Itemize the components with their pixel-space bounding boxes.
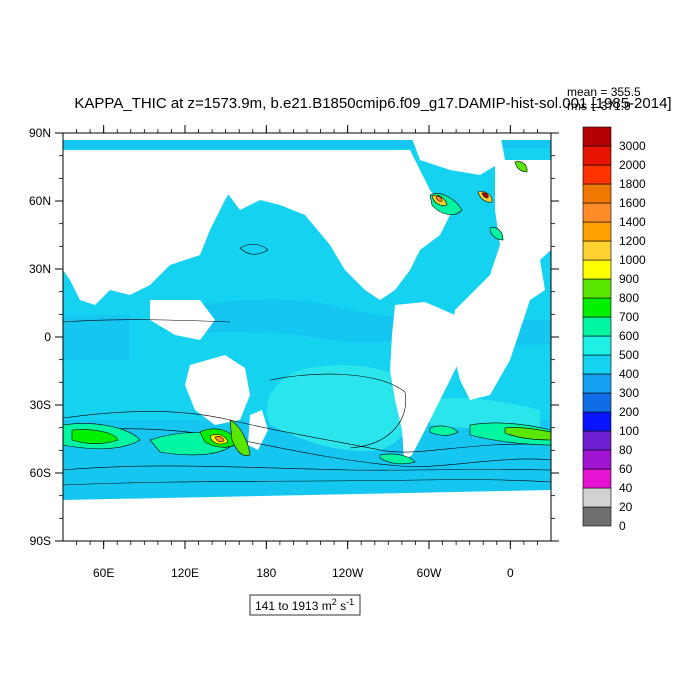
- contour-lines: [63, 244, 551, 486]
- colorbar-label: 900: [619, 272, 639, 286]
- colorbar-label: 200: [619, 405, 639, 419]
- map-panel: [63, 133, 551, 541]
- lat-tick-label: 30S: [30, 398, 51, 412]
- colorbar-swatch: [582, 126, 612, 147]
- land-south-america: [390, 302, 470, 460]
- colorbar-label: 1000: [619, 253, 646, 267]
- colorbar-label: 100: [619, 424, 639, 438]
- colorbar-label: 300: [619, 386, 639, 400]
- land-maritime: [150, 300, 215, 340]
- colorbar-swatch: [582, 506, 612, 527]
- north-atlantic-high: [429, 161, 528, 241]
- axis-ticks: 90N 60N 30N 0 30S 60S 90S 60E 120E 180 120W 60W 0: [29, 125, 559, 580]
- colorbar-swatch: [582, 316, 612, 337]
- colorbar: 0 20 40 60 80 100 200 300 400 500 600 700 800 900 1000…: [582, 126, 646, 533]
- colorbar-label: 0: [619, 519, 626, 533]
- level-400-region: [266, 365, 414, 451]
- range-sup1: 2: [332, 597, 337, 607]
- lat-tick-label: 0: [44, 330, 51, 344]
- colorbar-label: 600: [619, 329, 639, 343]
- land-australia: [185, 355, 250, 425]
- lon-tick-label: 120E: [171, 566, 199, 580]
- colorbar-swatch: [582, 411, 612, 432]
- colorbar-label: 1600: [619, 196, 646, 210]
- lon-tick-label: 60W: [417, 566, 442, 580]
- range-text: 141 to 1913 m: [255, 599, 332, 613]
- lat-tick-label: 60S: [30, 466, 51, 480]
- colorbar-label: 3000: [619, 139, 646, 153]
- colorbar-swatch: [582, 430, 612, 451]
- land-antarctica: [63, 490, 551, 541]
- lat-tick-label: 90S: [30, 534, 51, 548]
- rms-stat: rms = 371.9: [567, 99, 631, 113]
- land-eurasia-right: [450, 160, 551, 400]
- colorbar-swatch: [582, 145, 612, 166]
- colorbar-label: 20: [619, 500, 633, 514]
- colorbar-label: 800: [619, 291, 639, 305]
- range-sup2: -1: [346, 597, 354, 607]
- colorbar-swatch: [582, 449, 612, 470]
- colorbar-swatch: [582, 278, 612, 299]
- land-masses: [63, 133, 551, 541]
- colorbar-swatch: [582, 240, 612, 261]
- lon-tick-label: 60E: [93, 566, 114, 580]
- colorbar-swatch: [582, 354, 612, 375]
- colorbar-swatch: [582, 392, 612, 413]
- colorbar-label: 40: [619, 481, 633, 495]
- colorbar-label: 60: [619, 462, 633, 476]
- lon-tick-label: 180: [256, 566, 276, 580]
- lat-tick-label: 30N: [29, 262, 51, 276]
- colorbar-swatch: [582, 468, 612, 489]
- colorbar-label: 1800: [619, 177, 646, 191]
- land-eurasia-left: [63, 150, 240, 305]
- colorbar-swatch: [582, 487, 612, 508]
- colorbar-swatch: [582, 259, 612, 280]
- svg-text:141 to 1913 m2 s-1: 141 to 1913 m2 s-1: [255, 597, 354, 613]
- land-north-america: [215, 150, 450, 300]
- colorbar-swatch: [582, 202, 612, 223]
- plot-title: KAPPA_THIC at z=1573.9m, b.e21.B1850cmip…: [74, 95, 671, 112]
- mean-stat: mean = 355.5: [567, 85, 641, 99]
- colorbar-label: 700: [619, 310, 639, 324]
- range-mid: s: [337, 599, 346, 613]
- colorbar-label: 1400: [619, 215, 646, 229]
- colorbar-swatch: [582, 373, 612, 394]
- colorbar-swatch: [582, 221, 612, 242]
- colorbar-label: 2000: [619, 158, 646, 172]
- lon-tick-label: 120W: [332, 566, 364, 580]
- land-new-zealand: [248, 410, 268, 450]
- lon-tick-label: 0: [507, 566, 514, 580]
- land-greenland: [410, 133, 505, 175]
- range-label: 141 to 1913 m2 s-1: [249, 594, 361, 616]
- high-kappa-regions: [63, 419, 551, 465]
- lat-tick-label: 60N: [29, 194, 51, 208]
- colorbar-swatch: [582, 164, 612, 185]
- colorbar-label: 80: [619, 443, 633, 457]
- colorbar-label: 1200: [619, 234, 646, 248]
- colorbar-label: 500: [619, 348, 639, 362]
- colorbar-swatch: [582, 335, 612, 356]
- level-400-region-atlantic: [430, 398, 540, 430]
- lat-tick-label: 90N: [29, 126, 51, 140]
- colorbar-label: 400: [619, 367, 639, 381]
- colorbar-swatch: [582, 183, 612, 204]
- colorbar-swatch: [582, 297, 612, 318]
